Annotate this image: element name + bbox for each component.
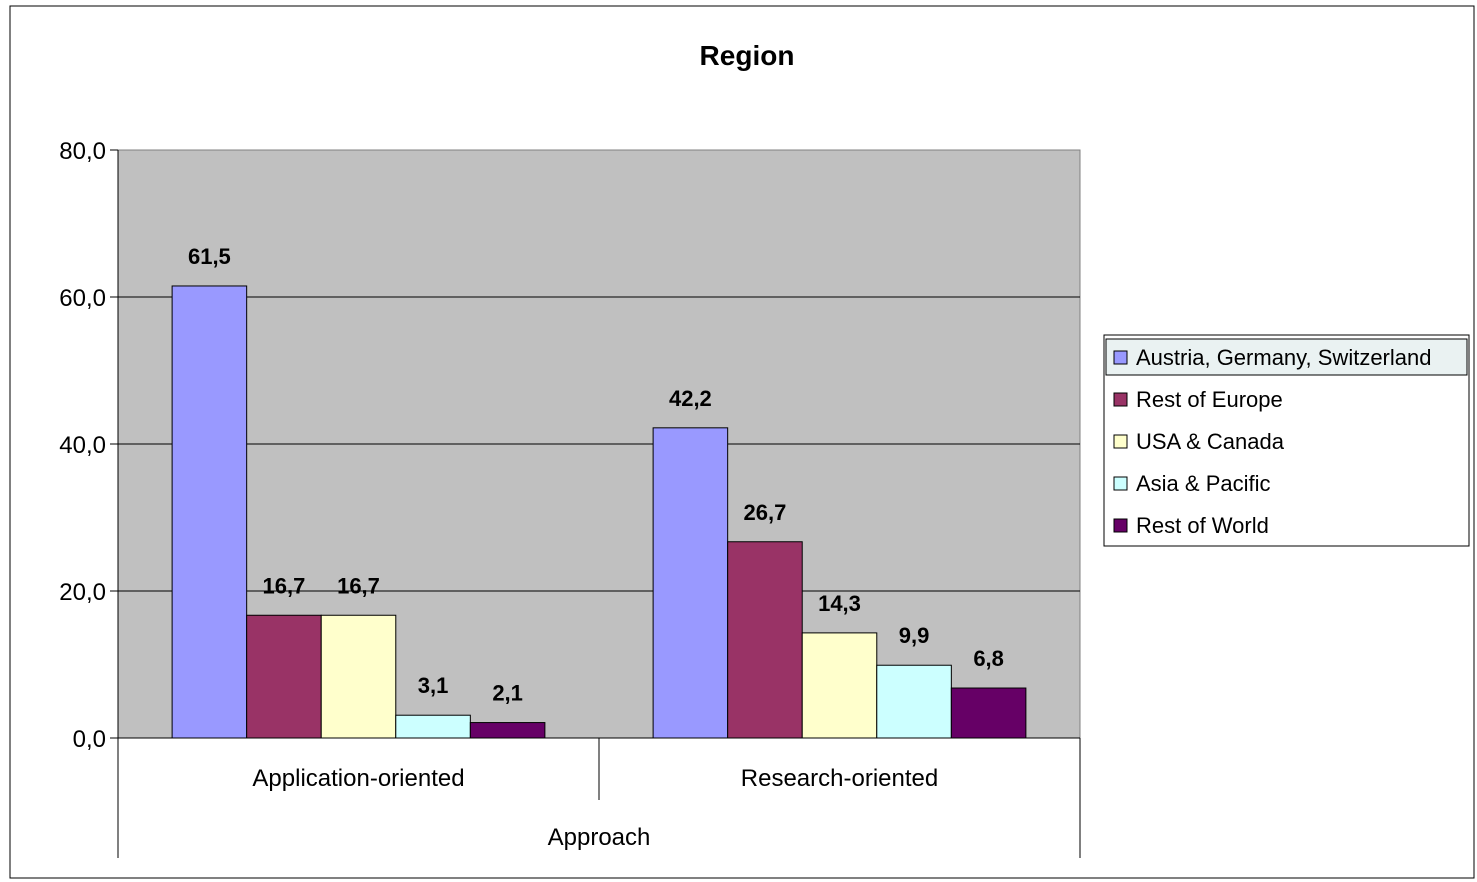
bar (320, 614, 397, 739)
y-tick-label: 40,0 (59, 432, 106, 459)
legend-swatch (1113, 434, 1128, 449)
bar (652, 427, 729, 739)
data-label: 16,7 (263, 573, 306, 598)
legend-entry: Rest of World (1136, 513, 1269, 538)
bar (727, 541, 803, 739)
x-tick-label: Application-oriented (252, 765, 464, 792)
y-axis: 0,0 20,0 40,0 60,0 80,0 (59, 138, 119, 753)
legend-entry: USA & Canada (1136, 429, 1285, 454)
y-tick-label: 20,0 (59, 579, 106, 606)
value-labels: 61,5 16,7 16,7 3,1 2,1 42,2 26,7 14,3 9,9 6,8 (188, 244, 1004, 706)
y-tick-label: 60,0 (59, 285, 106, 312)
data-label: 61,5 (188, 244, 231, 269)
bar (876, 664, 952, 739)
legend-entry: Asia & Pacific (1136, 471, 1271, 496)
bars (171, 285, 1027, 739)
y-tick-label: 80,0 (59, 138, 106, 165)
x-axis-title: Approach (548, 824, 651, 851)
data-label: 42,2 (669, 386, 712, 411)
data-label: 2,1 (492, 681, 523, 706)
bar (801, 632, 878, 739)
x-tick-label: Research-oriented (741, 765, 938, 792)
data-label: 9,9 (899, 623, 930, 648)
legend-swatch (1113, 518, 1128, 533)
data-label: 16,7 (337, 573, 380, 598)
bar (469, 722, 546, 739)
chart-title: Region (700, 40, 795, 71)
legend-swatch (1113, 392, 1128, 407)
x-axis: Application-oriented Research-oriented (117, 737, 1081, 858)
bar (950, 687, 1027, 739)
legend-highlight (1105, 338, 1468, 376)
data-label: 26,7 (744, 500, 787, 525)
data-label: 14,3 (818, 591, 861, 616)
bar (395, 714, 471, 739)
data-label: 6,8 (973, 646, 1004, 671)
gridlines (118, 296, 1080, 592)
bar (246, 614, 322, 739)
legend-entry: Rest of Europe (1136, 387, 1283, 412)
legend-swatch (1113, 350, 1128, 365)
legend-swatch (1113, 476, 1128, 491)
legend: Austria, Germany, Switzerland Rest of Eur… (1103, 334, 1470, 547)
bar (171, 285, 248, 739)
data-label: 3,1 (418, 673, 449, 698)
y-tick-label: 0,0 (73, 726, 106, 753)
legend-entry: Austria, Germany, Switzerland (1136, 345, 1431, 370)
